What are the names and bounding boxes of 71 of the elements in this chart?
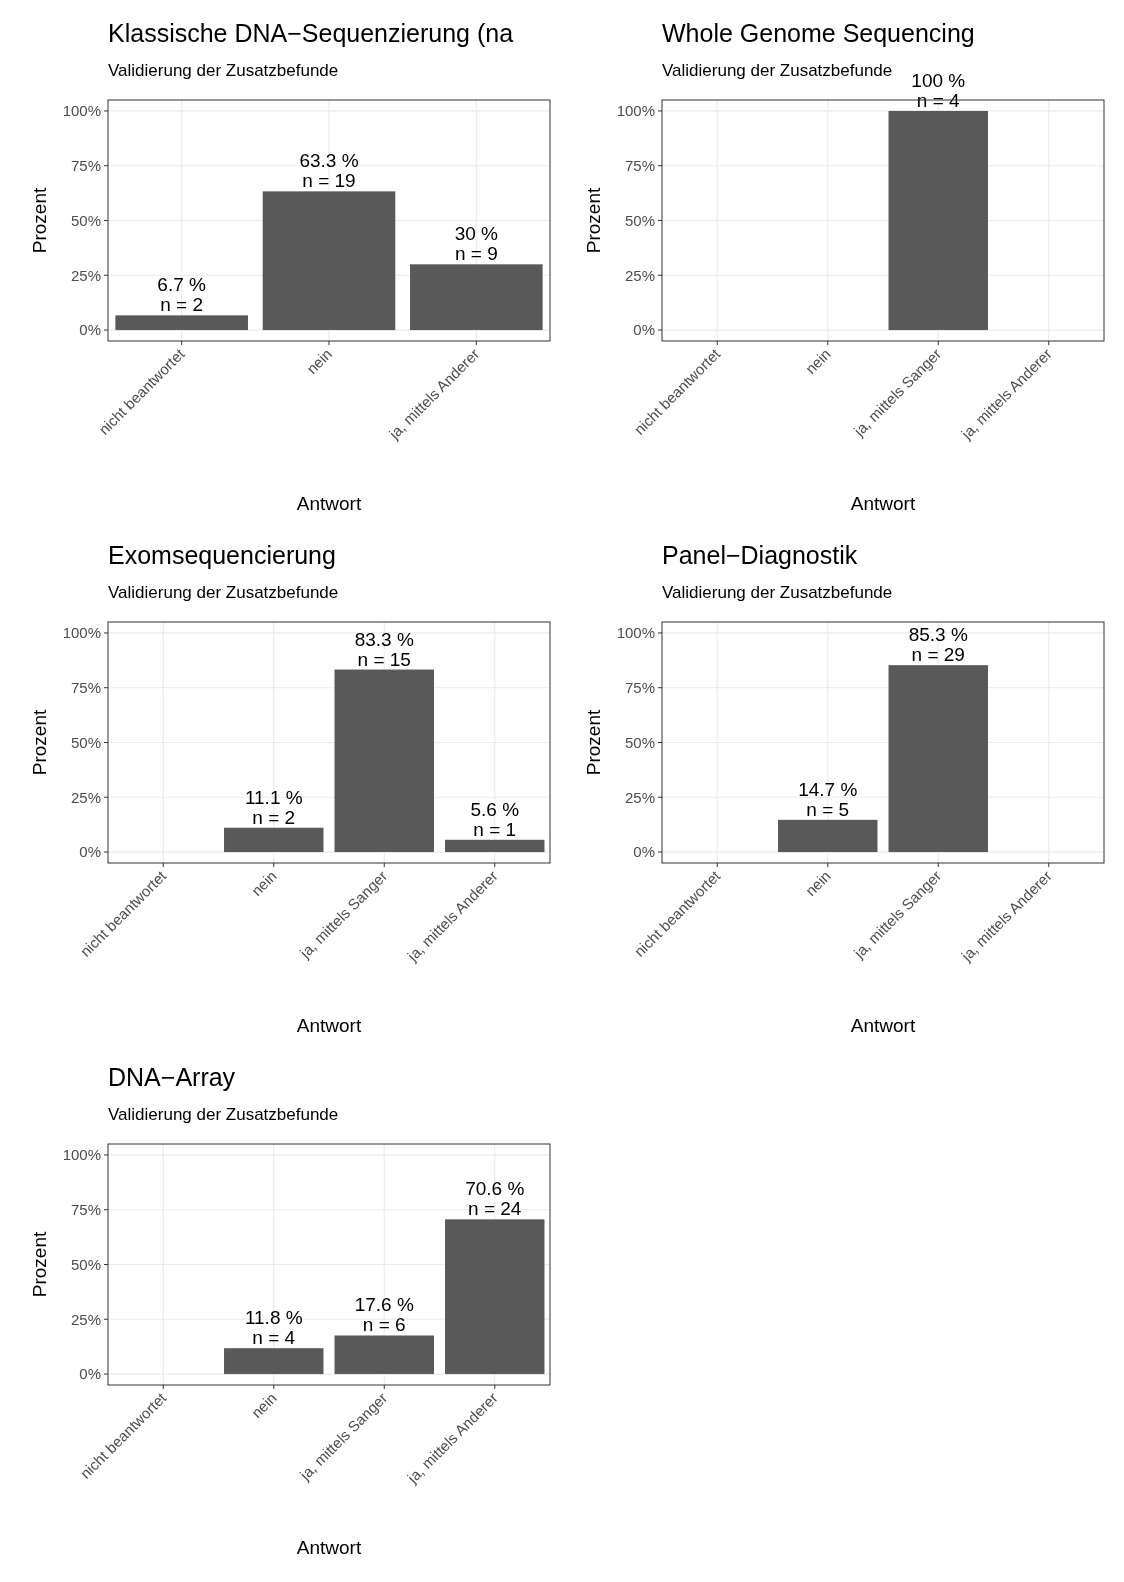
- chart-title: Exomsequencierung: [108, 541, 336, 569]
- y-tick-label: 50%: [70, 211, 101, 229]
- x-axis-title: Antwort: [850, 493, 916, 514]
- bar: [224, 1348, 324, 1375]
- y-tick-label: 25%: [70, 1310, 101, 1328]
- bar: [410, 264, 543, 331]
- y-tick-label: 75%: [70, 1200, 101, 1218]
- chart-subtitle: Validierung der Zusatzbefunde: [662, 583, 893, 602]
- y-tick-label: 100%: [616, 102, 655, 120]
- y-tick-label: 100%: [62, 102, 101, 120]
- x-axis-title: Antwort: [296, 493, 362, 514]
- data-label: 70.6 % n = 24: [465, 1178, 525, 1220]
- x-axis-title: Antwort: [850, 1015, 916, 1036]
- y-tick-label: 50%: [624, 211, 655, 229]
- chart-title: Klassische DNA−Sequenzierung (na: [108, 19, 514, 47]
- data-label: 85.3 % n = 29: [908, 624, 968, 666]
- y-tick-label: 0%: [79, 843, 101, 861]
- x-tick-label: nein: [303, 345, 336, 378]
- y-tick-label: 75%: [70, 156, 101, 174]
- y-axis-title: Prozent: [583, 709, 604, 776]
- y-tick-label: 100%: [62, 624, 101, 642]
- y-axis-title: Prozent: [29, 187, 50, 254]
- chart-subtitle: Validierung der Zusatzbefunde: [108, 583, 339, 602]
- x-tick-label: nein: [247, 1389, 280, 1422]
- data-label: 17.6 % n = 6: [354, 1294, 414, 1336]
- y-tick-label: 0%: [79, 321, 101, 339]
- y-axis-title: Prozent: [29, 1231, 50, 1298]
- data-label: 63.3 % n = 19: [299, 150, 359, 192]
- chart-title: Panel−Diagnostik: [662, 541, 858, 569]
- y-tick-label: 25%: [70, 266, 101, 284]
- chart-title: Whole Genome Sequencing: [662, 19, 975, 47]
- x-axis-title: Antwort: [296, 1537, 362, 1558]
- y-tick-label: 75%: [624, 156, 655, 174]
- y-axis-title: Prozent: [583, 187, 604, 254]
- x-tick-label: nein: [801, 345, 834, 378]
- y-tick-label: 100%: [616, 624, 655, 642]
- x-tick-label: nein: [247, 867, 280, 900]
- data-label: 83.3 % n = 15: [354, 628, 414, 670]
- x-tick-label: nein: [801, 867, 834, 900]
- data-label: 11.8 % n = 4: [244, 1307, 303, 1349]
- chart-subtitle: Validierung der Zusatzbefunde: [108, 61, 339, 80]
- chart-title: DNA−Array: [108, 1063, 236, 1091]
- y-tick-label: 25%: [624, 266, 655, 284]
- bar: [445, 839, 545, 853]
- bar: [115, 315, 248, 331]
- y-tick-label: 50%: [624, 733, 655, 751]
- bar: [445, 1219, 545, 1375]
- y-tick-label: 100%: [62, 1146, 101, 1164]
- data-label: 5.6 % n = 1: [470, 798, 520, 840]
- data-label: 14.7 % n = 5: [798, 778, 858, 820]
- y-tick-label: 50%: [70, 1255, 101, 1273]
- y-axis-title: Prozent: [29, 709, 50, 776]
- y-tick-label: 0%: [633, 321, 655, 339]
- y-tick-label: 25%: [70, 788, 101, 806]
- y-tick-label: 75%: [624, 678, 655, 696]
- data-label: 11.1 % n = 2: [244, 786, 303, 828]
- chart-subtitle: Validierung der Zusatzbefunde: [108, 1105, 339, 1124]
- data-label: 6.7 % n = 2: [157, 274, 207, 316]
- bar: [334, 669, 434, 853]
- data-label: 30 % n = 9: [454, 223, 499, 265]
- bar: [224, 827, 324, 853]
- y-tick-label: 75%: [70, 678, 101, 696]
- y-tick-label: 0%: [633, 843, 655, 861]
- y-tick-label: 0%: [79, 1365, 101, 1383]
- data-label: 100 % n = 4: [911, 69, 966, 111]
- bar: [262, 191, 396, 331]
- y-tick-label: 25%: [624, 788, 655, 806]
- x-axis-title: Antwort: [296, 1015, 362, 1036]
- y-tick-label: 50%: [70, 733, 101, 751]
- bar: [334, 1335, 434, 1375]
- chart-subtitle: Validierung der Zusatzbefunde: [662, 61, 893, 80]
